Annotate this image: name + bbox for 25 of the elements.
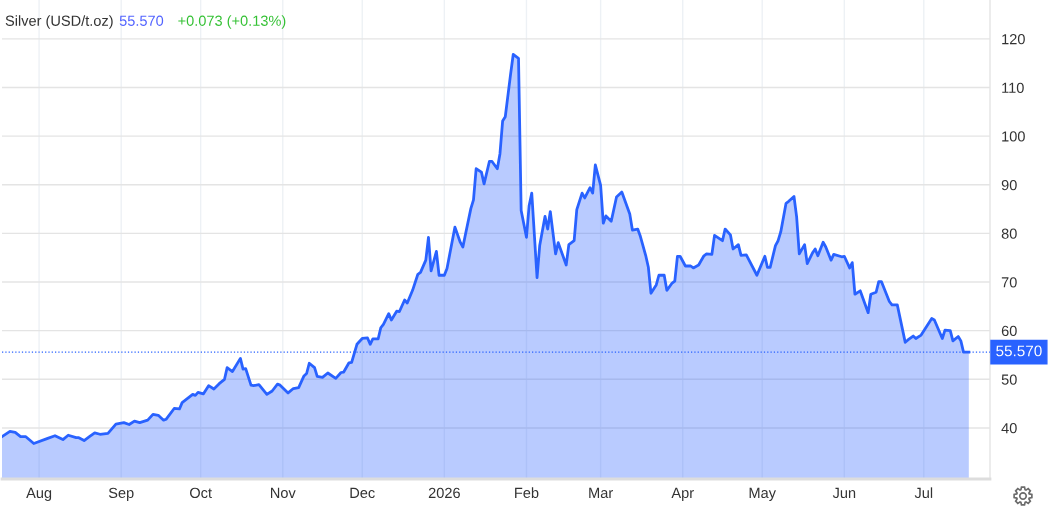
y-tick-label: 120 xyxy=(1002,34,1025,45)
x-tick-label: 2026 xyxy=(428,487,460,499)
text: Silver (USD/t.oz) xyxy=(5,15,113,29)
y-tick-label: 90 xyxy=(1001,179,1017,191)
y-tick-label: 80 xyxy=(1001,228,1017,239)
y-tick-label: 40 xyxy=(1001,423,1017,434)
y-tick-label: 50 xyxy=(1001,374,1017,385)
x-tick-label: Feb xyxy=(515,487,539,499)
x-tick-label: Mar xyxy=(589,487,613,499)
x-tick-label: Sep xyxy=(108,487,134,501)
x-tick-label: Oct xyxy=(190,487,212,499)
y-tick-label: 70 xyxy=(1001,277,1017,288)
x-tick-label: Aug xyxy=(26,487,52,501)
ref-line-label: 55.570 xyxy=(996,345,1042,357)
x-tick-label: Nov xyxy=(271,487,296,499)
x-tick-label: May xyxy=(749,487,776,501)
x-tick-label: Jul xyxy=(914,487,933,499)
x-tick-label: Jun xyxy=(832,487,856,499)
x-tick-label: Dec xyxy=(350,487,375,499)
x-tick-label: Apr xyxy=(671,487,694,501)
y-tick-label: 110 xyxy=(1002,82,1024,93)
annotation: 55.570 xyxy=(119,15,164,26)
y-tick-label: 60 xyxy=(1001,325,1017,337)
y-tick-label: 100 xyxy=(1002,131,1025,142)
annotation: +0.073 (+0.13%) xyxy=(178,15,286,29)
